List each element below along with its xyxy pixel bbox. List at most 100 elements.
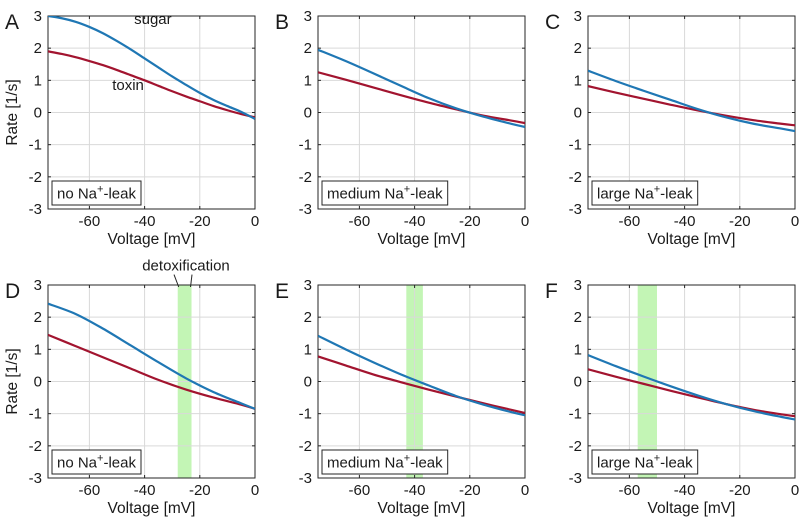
leak-label-post: -leak (410, 455, 443, 472)
x-tick-label: -20 (189, 482, 211, 499)
panel-letter: C (545, 11, 560, 34)
y-tick-label: -3 (299, 201, 312, 218)
x-tick-label: -20 (729, 482, 751, 499)
series-line-sugar (48, 302, 255, 410)
y-axis-label: Rate [1/s] (4, 79, 21, 145)
y-tick-label: -3 (569, 470, 582, 487)
series-line-toxin (318, 71, 525, 125)
y-tick-label: -1 (299, 406, 312, 423)
leak-label-post: -leak (103, 455, 136, 472)
x-tick-label: 0 (251, 213, 259, 230)
panel-letter: B (275, 11, 289, 34)
y-tick-label: -1 (569, 137, 582, 154)
x-tick-label: -60 (79, 213, 101, 230)
y-tick-label: 0 (34, 105, 42, 122)
leak-label-frame (591, 449, 699, 475)
leak-label-pre: medium Na (327, 455, 404, 472)
y-tick-label: -1 (29, 137, 42, 154)
y-tick-label: 2 (34, 309, 42, 326)
leak-label-sup: + (404, 453, 410, 465)
series-line-toxin (48, 333, 255, 410)
x-tick-label: -20 (729, 213, 751, 230)
leak-label-box: medium Na+-leak (321, 449, 449, 475)
leak-label-text: medium Na+-leak (327, 453, 443, 472)
x-tick-label: -60 (619, 482, 641, 499)
panel-d: -60 -40 -20 0 -3 -2 -1 0 1 2 3 Voltage [mV] Rate [1/… (4, 258, 259, 517)
y-tick-label: 1 (34, 341, 42, 358)
y-tick-label: -2 (29, 169, 42, 186)
x-tick-label: 0 (521, 213, 529, 230)
leak-label-text: no Na+-leak (57, 184, 136, 203)
leak-label-frame (51, 449, 142, 475)
leak-label-sup: + (97, 453, 103, 465)
y-tick-label: -2 (29, 438, 42, 455)
y-tick-label: 0 (304, 105, 312, 122)
leak-label-box: medium Na+-leak (321, 180, 449, 206)
y-axis-label: Rate [1/s] (4, 348, 21, 414)
y-tick-label: 2 (304, 40, 312, 57)
panel-b: -60 -40 -20 0 -3 -2 -1 0 1 2 3 Voltage [mV] Bmedium … (275, 8, 529, 248)
x-tick-label: -20 (459, 213, 481, 230)
leak-label-box: large Na+-leak (591, 449, 699, 475)
leak-label-post: -leak (660, 186, 693, 203)
series-line-sugar (588, 354, 795, 421)
leak-label-pre: no Na (57, 186, 98, 203)
x-tick-label: 0 (521, 482, 529, 499)
y-tick-label: -3 (569, 201, 582, 218)
leak-label-sup: + (654, 184, 660, 196)
series-line-toxin (318, 355, 525, 415)
y-tick-label: -3 (299, 470, 312, 487)
leak-label-sup: + (654, 453, 660, 465)
y-tick-label: -3 (29, 201, 42, 218)
x-tick-label: -60 (619, 213, 641, 230)
y-tick-label: 0 (574, 105, 582, 122)
series-line-sugar (588, 69, 795, 133)
leak-label-sup: + (97, 184, 103, 196)
leak-label-pre: no Na (57, 455, 98, 472)
y-tick-label: -2 (569, 169, 582, 186)
x-tick-label: 0 (251, 482, 259, 499)
annotation-pointer (190, 274, 193, 288)
leak-label-pre: large Na (597, 455, 654, 472)
series-line-toxin (588, 85, 795, 127)
y-tick-label: 2 (574, 309, 582, 326)
y-tick-label: -3 (29, 470, 42, 487)
leak-label-text: large Na+-leak (597, 453, 693, 472)
y-tick-label: -1 (569, 406, 582, 423)
y-tick-label: 2 (304, 309, 312, 326)
series-label-toxin: toxin (112, 77, 144, 94)
series-line-sugar (318, 334, 525, 417)
y-tick-label: 1 (574, 341, 582, 358)
y-tick-label: 1 (34, 72, 42, 89)
y-tick-label: -2 (299, 438, 312, 455)
annotation-pointer (173, 274, 180, 288)
y-tick-label: 3 (34, 277, 42, 294)
leak-label-frame (321, 449, 449, 475)
panel-letter: D (5, 280, 20, 303)
x-tick-label: -40 (674, 482, 696, 499)
x-tick-label: -60 (349, 213, 371, 230)
x-axis-label: Voltage [mV] (378, 500, 466, 517)
leak-label-text: medium Na+-leak (327, 184, 443, 203)
y-tick-label: -2 (569, 438, 582, 455)
y-tick-label: 3 (304, 277, 312, 294)
leak-label-post: -leak (660, 455, 693, 472)
x-tick-label: -40 (134, 213, 156, 230)
y-tick-label: 1 (304, 341, 312, 358)
leak-label-pre: medium Na (327, 186, 404, 203)
leak-label-box: no Na+-leak (51, 180, 142, 206)
x-tick-label: 0 (791, 482, 799, 499)
panel-e: -60 -40 -20 0 -3 -2 -1 0 1 2 3 Voltage [mV] Emedium … (275, 277, 529, 517)
y-tick-label: 3 (304, 8, 312, 25)
x-tick-label: -20 (459, 482, 481, 499)
x-axis-label: Voltage [mV] (378, 231, 466, 248)
leak-label-post: -leak (410, 186, 443, 203)
x-axis-label: Voltage [mV] (648, 231, 736, 248)
y-tick-label: 3 (574, 8, 582, 25)
y-tick-label: -1 (29, 406, 42, 423)
x-axis-label: Voltage [mV] (108, 500, 196, 517)
leak-label-frame (321, 180, 449, 206)
leak-label-post: -leak (103, 186, 136, 203)
leak-label-box: large Na+-leak (591, 180, 699, 206)
